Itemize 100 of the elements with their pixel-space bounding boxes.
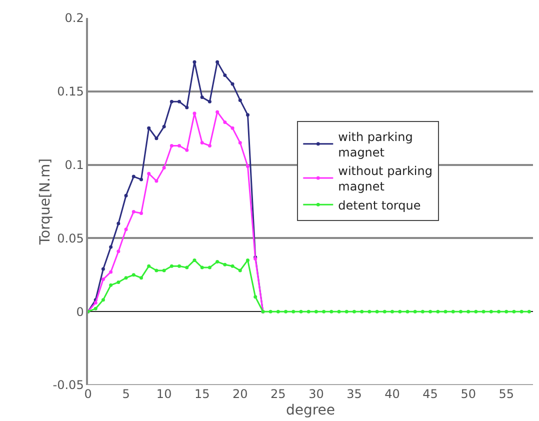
point <box>344 310 348 314</box>
point <box>420 310 424 314</box>
point <box>238 98 242 102</box>
y-tick-label: 0.2 <box>64 11 84 26</box>
point <box>154 179 158 183</box>
point <box>192 60 196 64</box>
x-tick-label: 25 <box>270 387 286 401</box>
point <box>200 141 204 145</box>
point <box>101 267 105 271</box>
point <box>276 310 280 314</box>
point <box>254 295 258 299</box>
point <box>124 276 128 280</box>
point <box>299 310 303 314</box>
point <box>132 210 136 214</box>
y-tick-label: 0 <box>76 304 84 319</box>
point <box>368 310 372 314</box>
point <box>489 310 493 314</box>
point <box>230 264 234 268</box>
point <box>162 268 166 272</box>
point <box>147 172 151 176</box>
point <box>94 306 98 310</box>
point <box>200 96 204 100</box>
x-tick-label: 5 <box>122 387 130 401</box>
point <box>124 228 128 232</box>
point <box>497 310 501 314</box>
point <box>398 310 402 314</box>
x-tick-label: 15 <box>194 387 210 401</box>
point <box>101 278 105 282</box>
x-axis-title: degree <box>286 402 336 418</box>
point <box>162 166 166 170</box>
point <box>238 141 242 145</box>
point <box>330 310 334 314</box>
point <box>109 283 113 287</box>
point <box>185 106 189 110</box>
x-tick-label: 55 <box>498 387 514 401</box>
point <box>246 258 250 262</box>
point <box>154 268 158 272</box>
y-tick-label: 0.15 <box>57 84 84 99</box>
point <box>451 310 455 314</box>
x-tick-label: 20 <box>232 387 248 401</box>
point <box>413 310 417 314</box>
point <box>482 310 486 314</box>
point <box>185 148 189 152</box>
point <box>116 280 120 284</box>
point <box>116 250 120 254</box>
point <box>375 310 379 314</box>
point <box>101 298 105 302</box>
point <box>147 264 151 268</box>
y-tick-label: 0.05 <box>57 231 84 246</box>
point <box>238 268 242 272</box>
point <box>314 310 318 314</box>
point <box>147 126 151 130</box>
x-tick-label: 50 <box>460 387 476 401</box>
point <box>200 266 204 270</box>
point <box>223 262 227 266</box>
y-axis-title: Torque[N.m] <box>38 158 54 246</box>
point <box>170 144 174 148</box>
point <box>170 264 174 268</box>
point <box>132 273 136 277</box>
x-tick-label: 10 <box>156 387 172 401</box>
point <box>140 276 143 280</box>
x-tick-label: 35 <box>346 387 362 401</box>
legend-label: detent torque <box>338 198 421 212</box>
point <box>162 124 166 128</box>
y-tick-label: 0.1 <box>64 158 84 172</box>
point <box>382 310 386 314</box>
point <box>178 264 182 268</box>
point <box>109 245 113 249</box>
point <box>94 301 98 305</box>
point <box>140 178 143 182</box>
point <box>223 120 227 124</box>
x-tick-label: 40 <box>384 387 400 401</box>
point <box>268 310 272 314</box>
point <box>428 310 432 314</box>
point <box>154 136 158 140</box>
point <box>208 266 212 270</box>
point <box>337 310 341 314</box>
x-tick-label: 45 <box>422 387 438 401</box>
point <box>246 164 250 168</box>
point <box>322 310 326 314</box>
point <box>292 310 296 314</box>
point <box>352 310 356 314</box>
point <box>178 144 182 148</box>
point <box>520 310 524 314</box>
point <box>208 100 212 104</box>
point <box>216 110 220 114</box>
point <box>208 144 212 148</box>
point <box>192 258 196 262</box>
point <box>246 113 250 117</box>
point <box>230 82 234 86</box>
point <box>185 266 189 270</box>
point <box>527 310 531 314</box>
point <box>436 310 440 314</box>
point <box>178 100 182 104</box>
point <box>192 112 196 116</box>
point <box>504 310 508 314</box>
point <box>458 310 462 314</box>
point <box>406 310 410 314</box>
point <box>140 211 143 215</box>
point <box>466 310 470 314</box>
